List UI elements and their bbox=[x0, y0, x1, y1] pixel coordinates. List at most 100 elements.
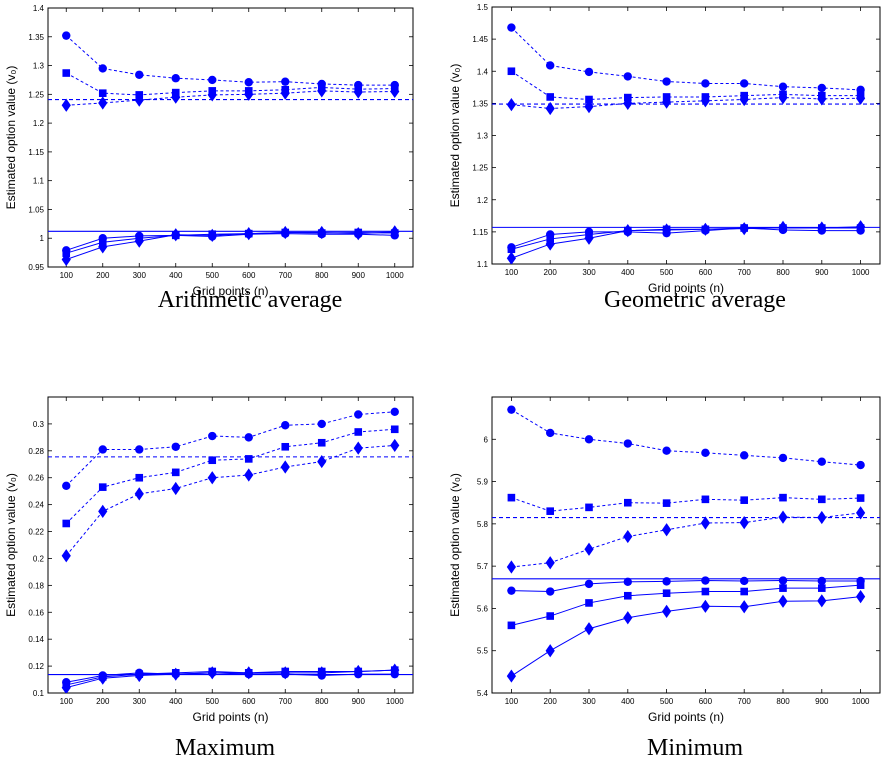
data-point-square bbox=[507, 493, 516, 502]
data-point-diamond bbox=[390, 225, 400, 239]
data-point-diamond bbox=[390, 84, 400, 99]
x-tick-label: 200 bbox=[544, 268, 558, 277]
y-tick-label: 5.5 bbox=[477, 647, 489, 656]
data-point-diamond bbox=[506, 98, 516, 112]
x-tick-label: 900 bbox=[352, 271, 366, 280]
data-point-diamond bbox=[739, 222, 749, 236]
data-point-diamond bbox=[739, 600, 749, 614]
data-point-circle bbox=[390, 407, 399, 416]
x-tick-label: 1000 bbox=[852, 697, 870, 706]
chart-panel-3: 100 200 300 400 500 600 700 800 900 1000 0.1 0.12 0.… bbox=[4, 396, 414, 761]
x-tick-label: 200 bbox=[544, 697, 558, 706]
chart-panel-4: 100 200 300 400 500 600 700 800 900 1000 5.4 5.5 5.6… bbox=[448, 396, 881, 761]
data-point-square bbox=[624, 591, 632, 600]
data-point-circle bbox=[778, 576, 788, 585]
data-point-circle bbox=[546, 61, 555, 70]
panel-caption: Geometric average bbox=[604, 287, 786, 313]
data-point-circle bbox=[662, 446, 671, 455]
data-point-square bbox=[317, 438, 326, 447]
y-tick-label: 0.18 bbox=[28, 581, 44, 590]
y-tick-label: 1.1 bbox=[477, 260, 489, 269]
x-tick-label: 500 bbox=[206, 697, 220, 706]
y-tick-label: 6 bbox=[484, 435, 489, 444]
data-point-diamond bbox=[171, 90, 181, 104]
series-line bbox=[511, 512, 861, 568]
data-point-diamond bbox=[244, 666, 254, 680]
data-point-circle bbox=[354, 410, 363, 419]
data-point-diamond bbox=[207, 471, 217, 485]
data-point-diamond bbox=[584, 231, 594, 245]
x-axis-label: Grid points (n) bbox=[192, 284, 268, 298]
series-line bbox=[66, 672, 395, 683]
data-point-diamond bbox=[134, 668, 144, 683]
data-point-square bbox=[171, 468, 180, 477]
data-point-square bbox=[818, 495, 826, 504]
x-tick-label: 400 bbox=[621, 697, 635, 706]
data-point-circle bbox=[62, 31, 71, 40]
data-point-diamond bbox=[856, 220, 866, 234]
x-tick-label: 800 bbox=[315, 271, 329, 280]
data-point-diamond bbox=[280, 460, 290, 474]
data-point-square bbox=[585, 503, 593, 512]
plot-data bbox=[492, 405, 880, 683]
data-point-diamond bbox=[856, 589, 866, 604]
x-tick-label: 700 bbox=[738, 268, 752, 277]
y-tick-label: 0.16 bbox=[28, 608, 44, 617]
y-tick-label: 1.1 bbox=[33, 177, 45, 186]
data-point-diamond bbox=[98, 504, 108, 518]
series-line bbox=[511, 580, 861, 593]
x-tick-label: 300 bbox=[133, 697, 147, 706]
data-point-diamond bbox=[662, 223, 672, 237]
x-tick-label: 200 bbox=[96, 271, 110, 280]
x-tick-label: 800 bbox=[315, 697, 329, 706]
data-point-square bbox=[546, 507, 554, 515]
x-tick-label: 600 bbox=[699, 268, 713, 277]
data-point-diamond bbox=[817, 92, 827, 106]
data-point-square bbox=[624, 498, 632, 507]
data-point-diamond bbox=[353, 664, 363, 679]
data-point-diamond bbox=[856, 91, 866, 105]
data-point-square bbox=[585, 95, 593, 104]
x-tick-label: 200 bbox=[96, 697, 110, 706]
data-point-circle bbox=[98, 445, 107, 454]
data-point-circle bbox=[507, 23, 516, 32]
data-point-circle bbox=[584, 579, 594, 589]
data-point-diamond bbox=[584, 542, 594, 556]
y-axis-label: Estimated option value (v₀) bbox=[448, 64, 462, 208]
x-tick-label: 1000 bbox=[386, 271, 404, 280]
data-point-square bbox=[662, 499, 671, 507]
series-line bbox=[65, 428, 395, 524]
data-point-circle bbox=[317, 419, 326, 429]
y-tick-label: 1.4 bbox=[33, 4, 45, 13]
data-point-diamond bbox=[280, 666, 290, 680]
series-line bbox=[511, 497, 861, 512]
data-point-circle bbox=[135, 70, 144, 79]
data-point-circle bbox=[281, 421, 290, 430]
data-point-square bbox=[818, 584, 826, 592]
data-point-circle bbox=[208, 75, 217, 85]
y-tick-label: 0.1 bbox=[33, 689, 45, 698]
y-tick-label: 0.28 bbox=[28, 447, 44, 456]
data-point-diamond bbox=[545, 237, 555, 251]
x-tick-label: 800 bbox=[776, 697, 790, 706]
data-point-square bbox=[740, 587, 748, 596]
y-tick-label: 0.2 bbox=[33, 554, 45, 563]
data-point-diamond bbox=[207, 88, 217, 102]
data-point-diamond bbox=[317, 84, 327, 98]
data-point-square bbox=[507, 67, 516, 76]
y-tick-label: 1.25 bbox=[28, 90, 44, 99]
series-line bbox=[66, 231, 395, 260]
data-point-diamond bbox=[98, 671, 108, 685]
y-tick-label: 1.45 bbox=[472, 35, 488, 44]
data-point-square bbox=[740, 496, 748, 504]
data-point-diamond bbox=[662, 523, 672, 537]
y-tick-label: 1.15 bbox=[472, 228, 488, 237]
y-tick-label: 1.15 bbox=[28, 148, 44, 157]
series-line bbox=[66, 669, 395, 686]
data-point-diamond bbox=[207, 228, 217, 242]
data-point-square bbox=[585, 599, 593, 607]
data-point-circle bbox=[281, 77, 290, 86]
data-point-diamond bbox=[317, 225, 327, 240]
y-tick-label: 1.35 bbox=[28, 33, 44, 42]
